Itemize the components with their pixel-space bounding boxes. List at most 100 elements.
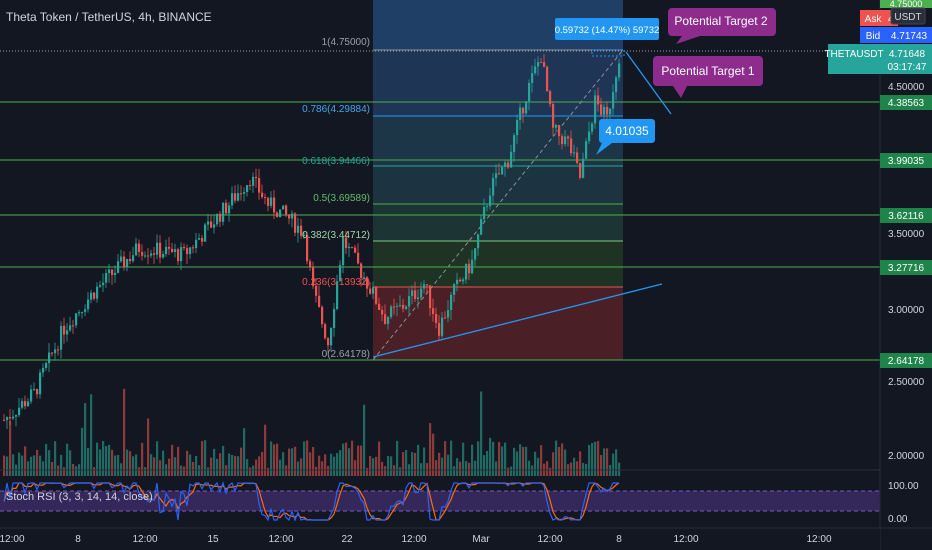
top-price-tag — [880, 0, 932, 8]
candle-body — [126, 259, 129, 268]
candle-body — [336, 281, 339, 310]
candle-body — [546, 66, 549, 92]
volume-bar — [246, 459, 249, 476]
volume-bar — [180, 465, 183, 476]
candle-body — [156, 242, 159, 255]
volume-bar — [144, 467, 147, 476]
volume-bar — [462, 442, 465, 476]
volume-bar — [438, 452, 441, 476]
x-tick-7: Mar — [472, 534, 490, 545]
volume-bar — [318, 455, 321, 476]
volume-bar — [414, 452, 417, 476]
time-axis[interactable]: 12:00 8 12:00 15 12:00 22 12:00 Mar 12:0… — [0, 527, 932, 550]
candle-body — [225, 202, 228, 214]
candle-body — [510, 151, 513, 168]
y-tick-250: 2.50000 — [888, 377, 925, 388]
candle-body — [45, 363, 48, 368]
candle-body — [357, 252, 360, 264]
candle-body — [447, 309, 450, 318]
volume-bar — [369, 455, 372, 476]
volume-bars — [3, 388, 621, 476]
volume-bar — [6, 456, 9, 476]
volume-bar — [510, 466, 513, 476]
stoch-rsi-pane: Stoch RSI (3, 3, 14, 14, close) — [0, 469, 880, 522]
candle-body — [309, 261, 312, 268]
ask-tag — [860, 10, 886, 26]
currency-button[interactable] — [890, 7, 926, 25]
candle-body — [129, 259, 132, 262]
x-tick-6: 12:00 — [401, 534, 426, 545]
candle-body — [141, 251, 144, 256]
last-price-countdown: 03:17:47 — [888, 62, 927, 73]
volume-bar — [126, 449, 129, 476]
bid-value-tag — [886, 27, 932, 43]
candle-body — [57, 349, 60, 351]
candle-body — [609, 108, 612, 115]
candle-body — [531, 73, 534, 83]
bid-label: Bid — [866, 31, 880, 42]
volume-bar — [375, 456, 378, 476]
candle-body — [381, 310, 384, 315]
volume-bar — [297, 461, 300, 476]
volume-bar — [309, 452, 312, 476]
target-2-callout[interactable] — [668, 8, 776, 44]
annotations[interactable]: 0.59732 (14.47%) 59732 Potential Target … — [555, 8, 776, 155]
volume-bar — [42, 461, 45, 476]
candle-body — [90, 292, 93, 300]
candle-body — [618, 63, 621, 78]
candle-body — [3, 419, 6, 421]
candle-body — [288, 214, 291, 219]
volume-bar — [264, 424, 267, 476]
volume-bar — [384, 466, 387, 476]
volume-bar — [393, 465, 396, 476]
candle-body — [426, 284, 429, 286]
candle-body — [462, 279, 465, 282]
volume-bar — [396, 440, 399, 476]
volume-bar — [606, 448, 609, 476]
candle-body — [84, 309, 87, 312]
volume-bar — [177, 446, 180, 476]
y-tick-350: 3.50000 — [888, 229, 925, 240]
volume-bar — [21, 455, 24, 476]
volume-bar — [147, 418, 150, 476]
measure-label-box[interactable] — [555, 18, 659, 40]
volume-bar — [387, 455, 390, 476]
volume-bar — [258, 456, 261, 476]
candle-body — [261, 192, 264, 198]
volume-bar — [333, 456, 336, 476]
volume-bar — [429, 423, 432, 476]
volume-bar — [546, 461, 549, 476]
volume-bar — [411, 452, 414, 476]
volume-bar — [372, 458, 375, 476]
candle-body — [264, 197, 267, 199]
candle-body — [267, 197, 270, 206]
candle-body — [423, 284, 426, 289]
volume-bar — [342, 443, 345, 476]
volume-bar — [240, 447, 243, 476]
candle-body — [102, 282, 105, 286]
volume-bar — [531, 465, 534, 476]
x-tick-8: 12:00 — [537, 534, 562, 545]
candles — [3, 53, 621, 430]
candle-body — [543, 62, 546, 67]
candle-body — [75, 313, 78, 326]
price-callout[interactable] — [596, 119, 655, 155]
price-axis[interactable]: 4.50000 3.50000 3.00000 2.50000 2.00000 … — [824, 0, 932, 550]
candle-body — [492, 177, 495, 196]
volume-bar — [75, 466, 78, 476]
volume-bar — [108, 444, 111, 476]
candle-body — [237, 193, 240, 201]
y-tick-450: 4.50000 — [888, 82, 925, 93]
volume-bar — [483, 455, 486, 476]
candle-body — [294, 213, 297, 233]
volume-bar — [534, 451, 537, 476]
volume-bar — [228, 453, 231, 476]
candle-body — [453, 284, 456, 295]
volume-bar — [45, 443, 48, 476]
volume-bar — [183, 466, 186, 476]
target-1-callout[interactable] — [653, 56, 763, 98]
candle-body — [165, 246, 168, 255]
candle-body — [333, 309, 336, 328]
candle-body — [135, 243, 138, 256]
